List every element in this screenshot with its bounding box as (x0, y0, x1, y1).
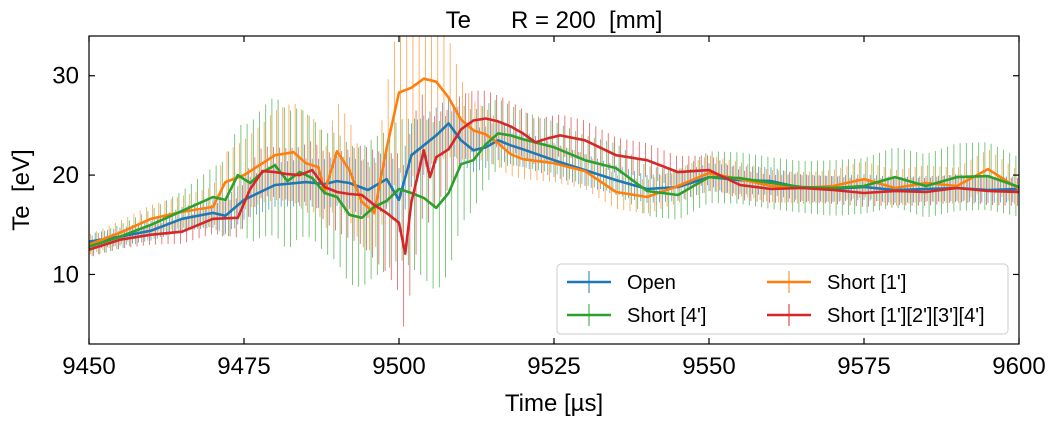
legend-box (556, 263, 1009, 335)
y-tick-label: 30 (52, 63, 79, 90)
legend-label: Short [1'] (827, 272, 906, 294)
x-tick-label: 9550 (682, 353, 735, 380)
legend-item: Open (567, 271, 676, 294)
series-line-3 (89, 117, 1019, 255)
chart-title: Te R = 200 [mm] (446, 7, 663, 34)
x-tick-label: 9500 (372, 353, 425, 380)
x-axis: 9450 9475 9500 9525 9550 9575 9600 (62, 36, 1046, 380)
x-tick-label: 9525 (527, 353, 580, 380)
legend-label: Open (627, 272, 676, 294)
x-tick-label: 9475 (217, 353, 270, 380)
x-axis-label: Time [µs] (505, 390, 603, 417)
y-tick-label: 20 (52, 162, 79, 189)
legend-item: Short [1'][2'][3'][4'] (767, 304, 985, 327)
y-axis-label: Te [eV] (8, 149, 35, 230)
x-tick-label: 9600 (992, 353, 1045, 380)
series-lines (89, 77, 1019, 255)
x-tick-label: 9450 (62, 353, 115, 380)
legend-label: Short [1'][2'][3'][4'] (827, 305, 985, 327)
legend-item: Short [4'] (567, 304, 706, 327)
x-tick-label: 9575 (837, 353, 890, 380)
legend-label: Short [4'] (627, 305, 706, 327)
legend-item: Short [1'] (767, 271, 906, 294)
y-axis: 10 20 30 (52, 63, 1019, 288)
series-line-2 (89, 132, 1019, 248)
legend: Open Short [1'] Short [4'] Short [1'][2'][3… (556, 263, 1009, 335)
y-tick-label: 10 (52, 261, 79, 288)
error-bars-series-2 (91, 98, 1017, 289)
